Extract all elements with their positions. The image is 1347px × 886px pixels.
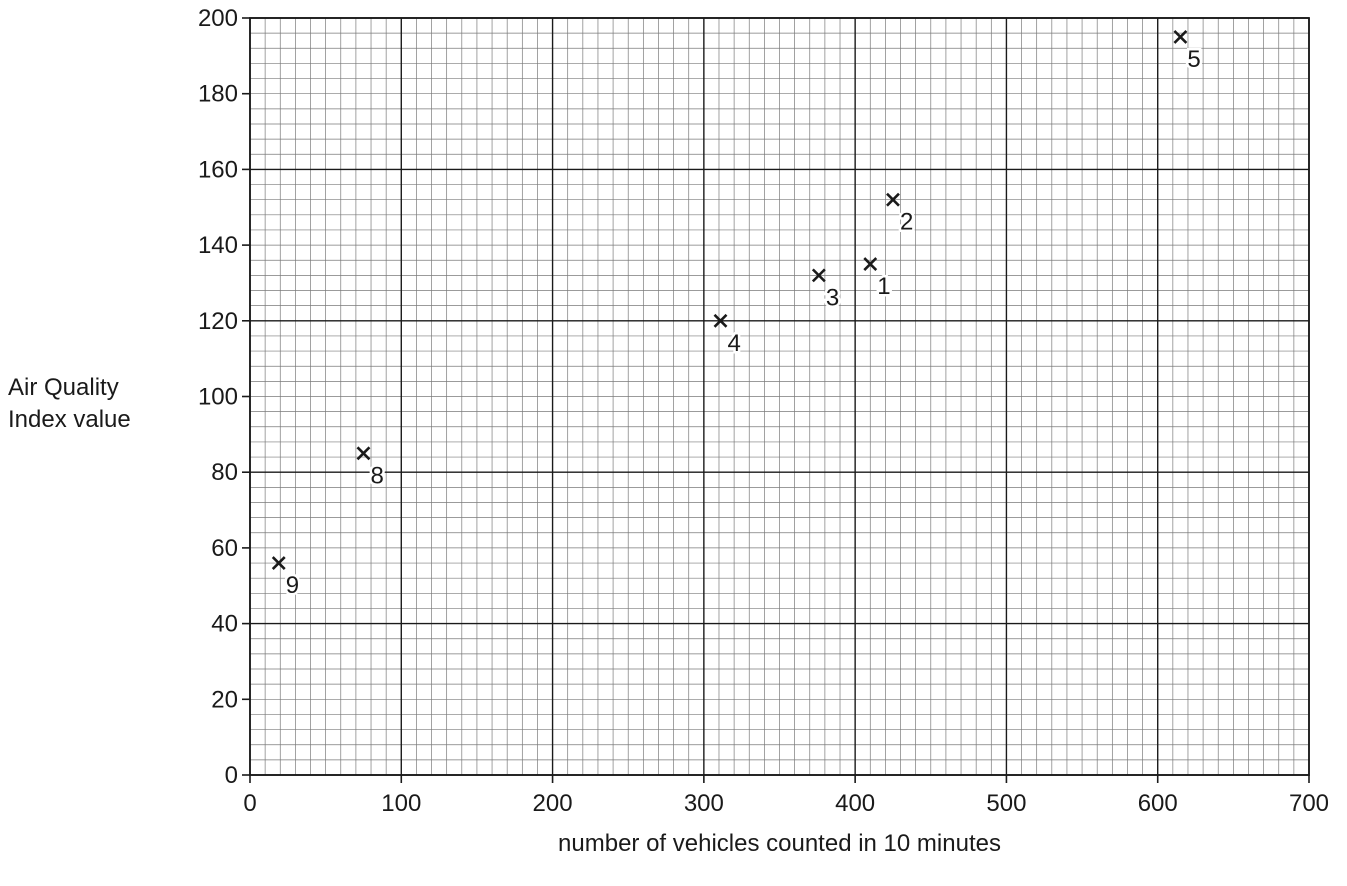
y-axis-label: Air Quality Index value xyxy=(8,372,131,436)
x-tick-label: 0 xyxy=(243,790,256,817)
y-tick-label: 20 xyxy=(211,686,238,713)
y-tick-label: 160 xyxy=(198,156,238,183)
y-tick-label: 0 xyxy=(225,762,238,789)
point-label: 1 xyxy=(877,273,890,300)
y-tick-label: 100 xyxy=(198,384,238,411)
x-tick-label: 400 xyxy=(835,790,875,817)
data-points: 1 2 3 4 5 8 9 xyxy=(271,30,1203,602)
x-tick-label: 600 xyxy=(1138,790,1178,817)
data-point-8: 8 xyxy=(356,446,386,492)
y-tick-label: 200 xyxy=(198,5,238,32)
x-marker-stroke xyxy=(811,268,826,283)
y-tick-label: 80 xyxy=(211,459,238,486)
minor-grid xyxy=(250,18,1309,775)
x-tick-label: 700 xyxy=(1289,790,1329,817)
point-label: 3 xyxy=(826,284,839,311)
data-point-1: 1 xyxy=(863,257,893,303)
x-marker-stroke xyxy=(271,556,286,570)
y-tick-label: 120 xyxy=(198,308,238,335)
data-point-9: 9 xyxy=(271,556,302,602)
point-label: 5 xyxy=(1187,46,1200,73)
point-label: 9 xyxy=(286,572,299,599)
y-axis-ticks: 0 20 40 60 80 100 120 140 160 180 200 xyxy=(198,5,250,789)
x-marker-stroke xyxy=(1173,30,1188,44)
y-tick-label: 140 xyxy=(198,232,238,259)
y-tick-label: 180 xyxy=(198,81,238,108)
x-tick-label: 200 xyxy=(533,790,573,817)
point-label: 8 xyxy=(370,462,383,489)
point-label: 4 xyxy=(727,330,740,357)
data-point-5: 5 xyxy=(1173,30,1203,75)
x-tick-label: 500 xyxy=(986,790,1026,817)
x-tick-label: 100 xyxy=(381,790,421,817)
x-marker-stroke xyxy=(886,192,900,207)
x-tick-label: 300 xyxy=(684,790,724,817)
x-axis-ticks: 0 100 200 300 400 500 600 700 xyxy=(243,775,1329,817)
data-point-4: 4 xyxy=(713,313,743,359)
y-axis-label-line-2: Index value xyxy=(8,406,131,433)
data-point-2: 2 xyxy=(886,192,916,238)
y-axis-label-line-1: Air Quality xyxy=(8,374,119,401)
x-marker-stroke xyxy=(713,313,728,328)
y-tick-label: 60 xyxy=(211,535,238,562)
y-tick-label: 40 xyxy=(211,611,238,638)
point-label: 2 xyxy=(900,209,913,236)
x-marker-stroke xyxy=(863,257,878,271)
x-marker-stroke xyxy=(356,446,371,461)
data-point-3: 3 xyxy=(811,268,842,314)
x-axis-label: number of vehicles counted in 10 minutes xyxy=(558,830,1001,857)
